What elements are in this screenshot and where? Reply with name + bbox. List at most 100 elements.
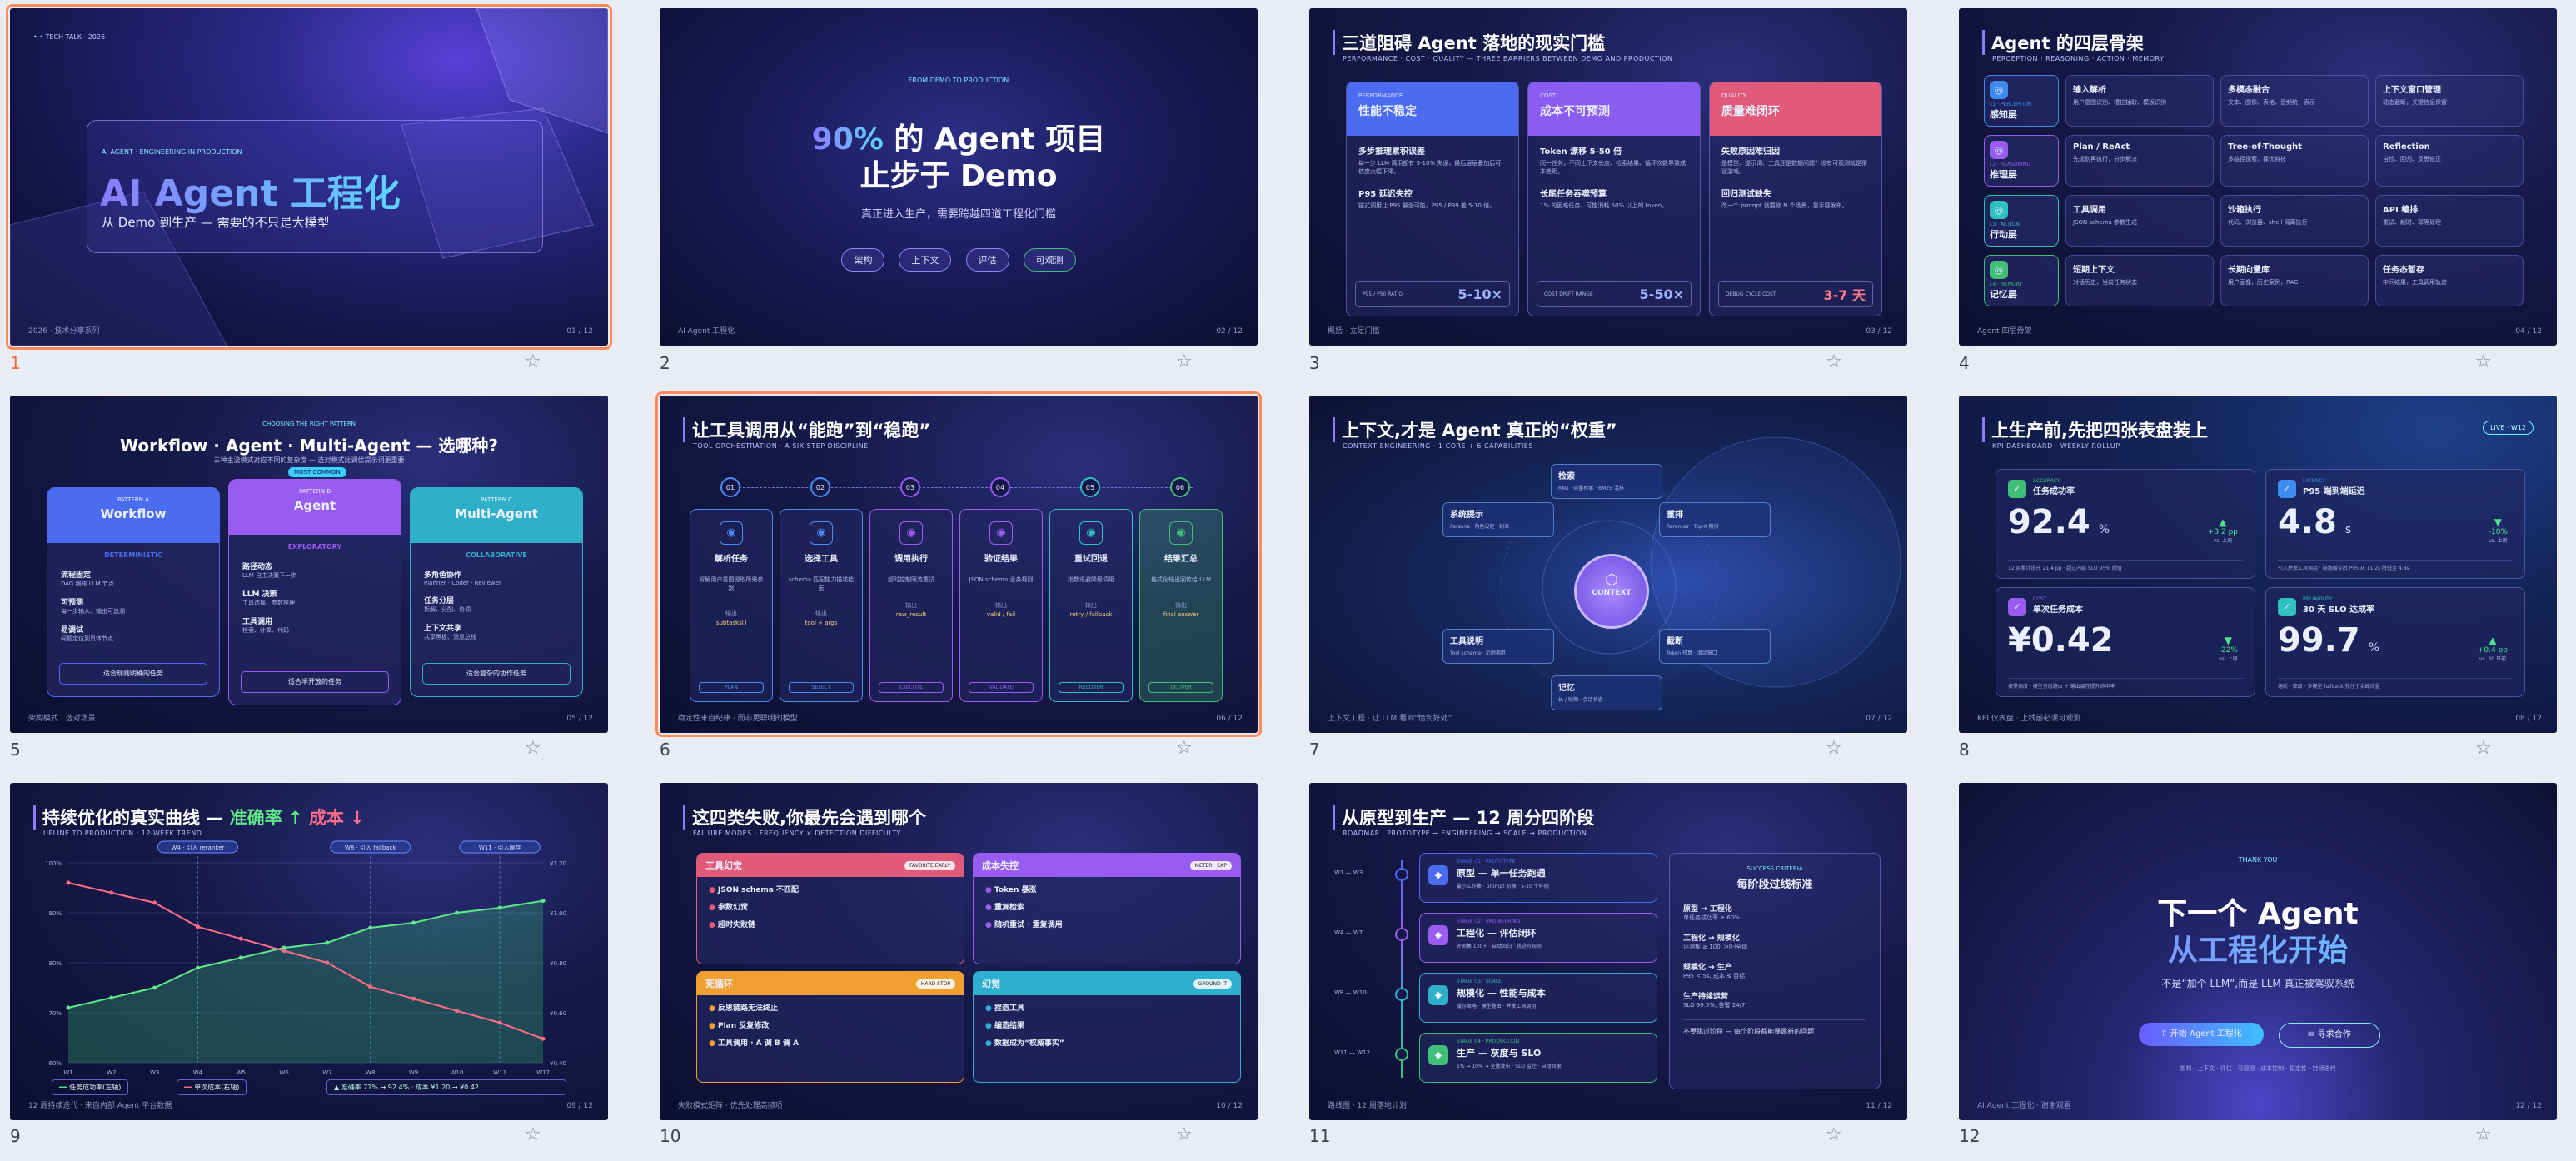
star-icon-3[interactable]: ☆ bbox=[1826, 351, 1842, 372]
cell-title: 多模态融合 bbox=[2228, 86, 2270, 95]
left-tick-label: 100% bbox=[45, 860, 62, 867]
step-name: 结果汇总 bbox=[1164, 555, 1198, 564]
slide-thumbnail-11[interactable]: 从原型到生产 — 12 周分四阶段 ROADMAP · PROTOTYPE → … bbox=[1309, 783, 1907, 1120]
slide-footer: 2026 · 技术分享系列 bbox=[28, 327, 100, 336]
stage-tag: STAGE 01 · PROTOTYPE bbox=[1457, 859, 1516, 865]
pattern-column: PATTERN A Workflow DETERMINISTIC 流程固定 DAG 编排… bbox=[47, 487, 220, 697]
star-icon-5[interactable]: ☆ bbox=[525, 738, 541, 759]
slide-thumbnail-7[interactable]: 上下文,才是 Agent 真正的“权重” CONTEXT ENGINEERING… bbox=[1309, 396, 1907, 733]
star-icon-2[interactable]: ☆ bbox=[1176, 351, 1193, 372]
start-button-label: 开始 Agent 工程化 bbox=[2170, 1029, 2242, 1039]
slide-thumbnail-9[interactable]: 持续优化的真实曲线 — 准确率 ↑ 成本 ↓ UPLINE TO PRODUCT… bbox=[10, 783, 608, 1120]
star-icon-8[interactable]: ☆ bbox=[2475, 738, 2492, 759]
star-icon-6[interactable]: ☆ bbox=[1176, 738, 1193, 759]
slide-thumbnail-6[interactable]: 让工具调用从“能跑”到“稳跑” TOOL ORCHESTRATION · A S… bbox=[655, 391, 1262, 737]
layer-label: ◎ L4 · MEMORY 记忆层 bbox=[1984, 255, 2059, 306]
cell-desc: 对话历史，当前任务状态 bbox=[2073, 279, 2137, 286]
cost-point bbox=[195, 924, 200, 929]
right-tick-label: ¥1.00 bbox=[550, 910, 566, 917]
star-icon-4[interactable]: ☆ bbox=[2475, 351, 2492, 372]
pattern-item-title: 可预测 bbox=[61, 599, 84, 607]
cost-point bbox=[368, 984, 373, 989]
star-icon-7[interactable]: ☆ bbox=[1826, 738, 1842, 759]
pattern-name: Agent bbox=[293, 498, 336, 513]
slide-thumbnail-12[interactable]: THANK YOU 下一个 Agent 从工程化开始 不是“加个 LLM”,而是… bbox=[1959, 783, 2557, 1120]
star-icon-12[interactable]: ☆ bbox=[2475, 1124, 2492, 1145]
slide-page-number: 09 / 12 bbox=[566, 1102, 593, 1110]
stage-desc: 缓存策略 · 模型路由 · 并发工具调用 bbox=[1457, 1004, 1537, 1009]
star-icon-11[interactable]: ☆ bbox=[1826, 1124, 1842, 1145]
slide-thumbnail-3[interactable]: 三道阻碍 Agent 落地的现实门槛 PERFORMANCE · COST · … bbox=[1309, 8, 1907, 346]
barrier-metric: DEBUG CYCLE COST 3-7 天 bbox=[1718, 281, 1873, 307]
slide-title: 持续优化的真实曲线 — 准确率 ↑ 成本 ↓ bbox=[33, 805, 365, 830]
success-point bbox=[325, 940, 330, 945]
timeline-line bbox=[1401, 860, 1403, 1078]
slide-title: 从原型到生产 — 12 周分四阶段 bbox=[1333, 805, 1594, 830]
slide-footer: 概括 · 立足门槛 bbox=[1328, 327, 1380, 336]
cost-point bbox=[152, 900, 157, 905]
pattern-cta-button[interactable]: 适合规则明确的任务 bbox=[59, 663, 207, 685]
slide-thumbnail-8[interactable]: 上生产前,先把四张表盘装上 KPI DASHBOARD · WEEKLY ROL… bbox=[1959, 396, 2557, 733]
right-tick-label: ¥0.40 bbox=[550, 1060, 566, 1067]
contact-button-label: 寻求合作 bbox=[2317, 1030, 2351, 1039]
step-icon: ◉ bbox=[1079, 521, 1103, 545]
pattern-item-desc: 工具选择、参数推理 bbox=[242, 600, 295, 606]
star-icon-9[interactable]: ☆ bbox=[525, 1124, 541, 1145]
success-point bbox=[454, 910, 459, 915]
barrier-card: QUALITY 质量难闭环 失败原因难归因 是模型、提示词、工具还是数据问题？没有可观… bbox=[1709, 82, 1882, 316]
step-number: 01 bbox=[720, 477, 740, 497]
kpi-icon: ✓ bbox=[2278, 480, 2296, 498]
layer-cell: Reflection 自检、回归、反思修正 bbox=[2375, 135, 2524, 187]
success-point bbox=[152, 985, 157, 990]
delta-value: +3.2 pp bbox=[2207, 528, 2238, 536]
legend-line-green: ━━ bbox=[59, 1084, 67, 1091]
start-button[interactable]: ⇧ 开始 Agent 工程化 bbox=[2139, 1023, 2264, 1046]
slide-thumbnail-2[interactable]: FROM DEMO TO PRODUCTION 90% 的 Agent 项目 止… bbox=[660, 8, 1258, 346]
pattern-kind: DETERMINISTIC bbox=[104, 551, 162, 559]
step-icon: ◉ bbox=[720, 521, 743, 545]
capability-node: 记忆长 / 短期 · 会话状态 bbox=[1551, 675, 1662, 710]
pattern-cta-button[interactable]: 适合复杂的协作任务 bbox=[422, 663, 571, 685]
slide-page-number: 06 / 12 bbox=[1216, 715, 1243, 723]
right-tick-label: ¥0.80 bbox=[550, 960, 566, 967]
cell-title: API 编排 bbox=[2383, 206, 2419, 215]
pattern-item-title: 流程固定 bbox=[61, 571, 92, 580]
slide-page-number: 08 / 12 bbox=[2515, 715, 2542, 723]
kpi-icon: ✓ bbox=[2008, 480, 2026, 498]
failure-item: ● JSON schema 不匹配 bbox=[697, 877, 964, 894]
step-card: ◉ 解析任务 拆解用户意图提取所需参数 输出 subtasks[] PLAN bbox=[690, 509, 773, 702]
barrier-body: 多步推理累积误差 每一步 LLM 调用都有 5-10% 失误，最后层层叠加后可信度… bbox=[1347, 136, 1518, 218]
hero-kicker: AI AGENT · ENGINEERING IN PRODUCTION bbox=[102, 148, 242, 156]
failure-header: 幻觉 GROUND IT bbox=[974, 972, 1240, 995]
pattern-cta-button[interactable]: 适合半开放的任务 bbox=[241, 671, 389, 693]
slide-thumbnail-4[interactable]: Agent 的四层骨架 PERCEPTION · REASONING · ACT… bbox=[1959, 8, 2557, 346]
layer-code: L3 · ACTION bbox=[1990, 222, 2020, 227]
failure-header: 死循环 HARD STOP bbox=[697, 972, 964, 995]
success-point bbox=[282, 945, 286, 950]
pattern-code: PATTERN A bbox=[117, 496, 149, 503]
delta-arrow-icon: ▼ bbox=[2224, 635, 2232, 646]
rocket-icon: ⇧ bbox=[2160, 1029, 2168, 1039]
step-card: ◉ 调用执行 超时控制限流重试 输出 raw_result EXECUTE bbox=[869, 509, 953, 702]
star-icon-1[interactable]: ☆ bbox=[525, 351, 541, 372]
slide-title: 三道阻碍 Agent 落地的现实门槛 bbox=[1333, 30, 1605, 55]
layer-cell: 输入解析 用户意图识别、槽位抽取、模板识别 bbox=[2065, 75, 2214, 127]
x-tick-label: W10 bbox=[450, 1069, 463, 1076]
slide-thumbnail-10[interactable]: 这四类失败,你最先会遇到哪个 FAILURE MODES · FREQUENCY… bbox=[660, 783, 1258, 1120]
slide-title: Workflow · Agent · Multi-Agent — 选哪种? bbox=[120, 436, 498, 456]
star-icon-10[interactable]: ☆ bbox=[1176, 1124, 1193, 1145]
metric-label: P95 / P50 RATIO bbox=[1363, 291, 1403, 297]
thumbnail-number-3: 3 bbox=[1309, 353, 1320, 373]
contact-button[interactable]: ✉ 寻求合作 bbox=[2279, 1023, 2380, 1048]
closing-line-1: 下一个 Agent bbox=[2157, 897, 2359, 931]
thumbnail-number-10: 10 bbox=[660, 1126, 681, 1146]
bullet-icon: ● bbox=[985, 886, 994, 894]
slide-thumbnail-5[interactable]: CHOOSING THE RIGHT PATTERN Workflow · Ag… bbox=[10, 396, 608, 733]
stage-desc: 评测集 100+ · 自动回归 · 轨迹可观测 bbox=[1457, 944, 1542, 949]
hero-subtitle: 真正进入生产，需要跨越四道工程化门槛 bbox=[860, 208, 1056, 221]
title-part-c: 成本 ↓ bbox=[302, 808, 365, 828]
stage-dot bbox=[1395, 868, 1408, 881]
kicker: CHOOSING THE RIGHT PATTERN bbox=[262, 421, 356, 427]
failure-card: 成本失控 METER · CAP ● Token 暴涨 ● 重复检索 ● 随机重试 · … bbox=[973, 853, 1241, 964]
slide-thumbnail-1[interactable]: • • TECH TALK · 2026 AI AGENT · ENGINEER… bbox=[6, 4, 612, 350]
